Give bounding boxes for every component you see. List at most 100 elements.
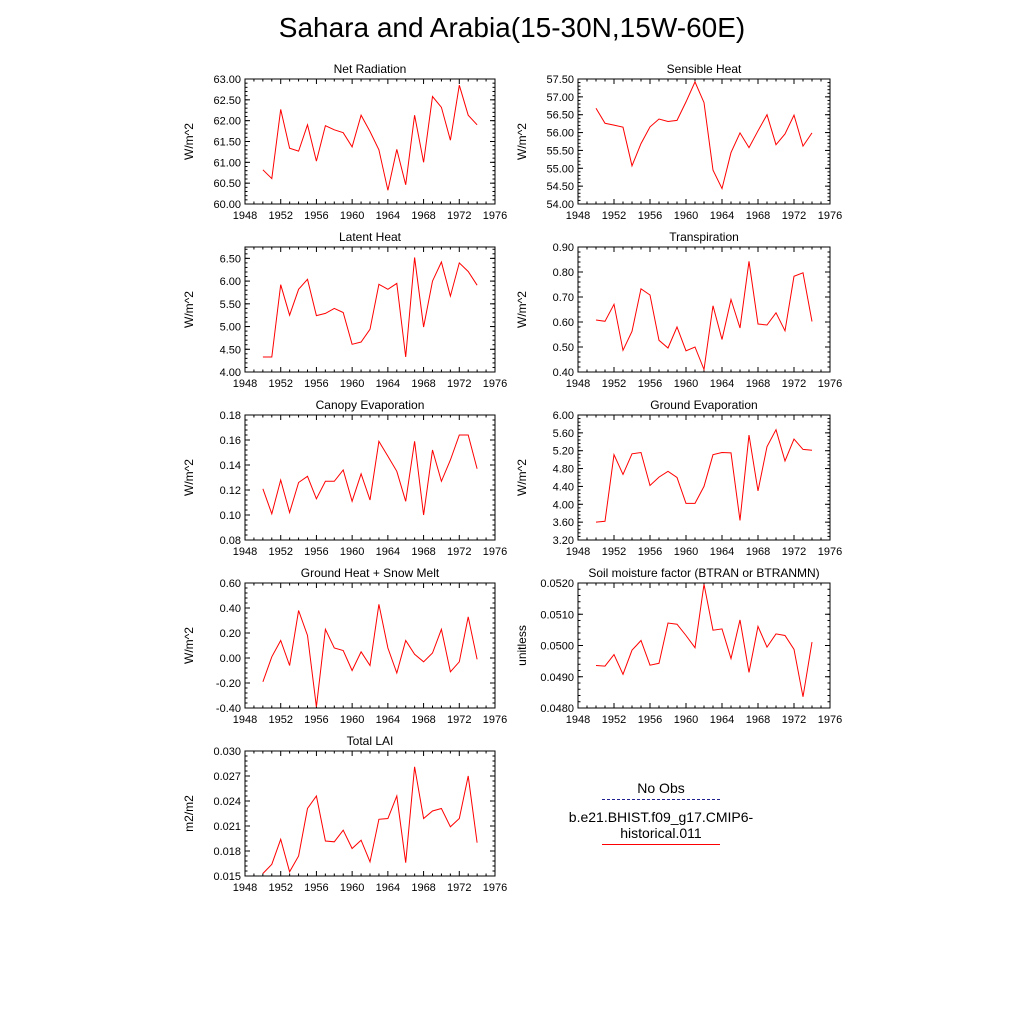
x-tick-label: 1976	[818, 210, 842, 222]
x-tick-label: 1972	[447, 210, 471, 222]
y-tick-label: 0.030	[213, 746, 241, 758]
y-tick-label: 56.50	[546, 110, 574, 122]
y-axis-label: W/m^2	[182, 627, 196, 664]
y-tick-label: 0.024	[213, 796, 241, 808]
x-tick-label: 1960	[340, 714, 364, 726]
chart-title: Sensible Heat	[667, 62, 742, 76]
y-tick-label: 4.00	[220, 367, 241, 379]
y-tick-label: 0.20	[220, 628, 241, 640]
y-tick-label: 57.50	[546, 74, 574, 86]
x-tick-label: 1956	[638, 714, 662, 726]
chart-panel: Transpiration W/m^2 1948 1952 1956 1960 1964 19…	[515, 230, 842, 390]
plot-frame	[244, 414, 496, 541]
chart-title: Soil moisture factor (BTRAN or BTRANMN)	[588, 566, 819, 580]
y-tick-label: 0.021	[213, 821, 241, 833]
chart-panel: Soil moisture factor (BTRAN or BTRANMN) u…	[515, 566, 842, 726]
x-tick-label: 1964	[376, 882, 400, 894]
chart-panel: Total LAI m2/m2 1948 1952 1956 1960 1964 1968 19…	[182, 734, 507, 894]
x-tick-label: 1960	[674, 546, 698, 558]
y-tick-label: 0.015	[213, 871, 241, 883]
plot-frame	[244, 750, 496, 877]
x-tick-label: 1976	[483, 882, 507, 894]
chart-panel: Canopy Evaporation W/m^2 1948 1952 1956 1960 1…	[182, 398, 507, 558]
x-tick-label: 1952	[268, 378, 292, 390]
y-tick-label: 0.14	[220, 460, 241, 472]
plot-frame	[577, 246, 831, 373]
y-tick-label: 0.0520	[540, 578, 574, 590]
y-tick-label: 55.50	[546, 145, 574, 157]
y-tick-label: 0.08	[220, 535, 241, 547]
y-axis-label: W/m^2	[182, 291, 196, 328]
x-tick-label: 1972	[447, 714, 471, 726]
chart-title: Canopy Evaporation	[316, 398, 425, 412]
x-tick-label: 1952	[268, 210, 292, 222]
y-tick-label: 61.00	[213, 157, 241, 169]
y-tick-label: 0.60	[220, 578, 241, 590]
x-tick-label: 1964	[376, 546, 400, 558]
x-tick-label: 1948	[233, 546, 257, 558]
x-tick-label: 1952	[268, 882, 292, 894]
y-tick-label: 0.50	[553, 342, 574, 354]
series-line	[595, 80, 813, 191]
x-tick-label: 1976	[483, 210, 507, 222]
x-tick-label: 1960	[340, 210, 364, 222]
chart-panel: Net Radiation W/m^2 1948 1952 1956 1960 1964 19…	[182, 62, 507, 222]
legend-obs-label: No Obs	[637, 780, 685, 796]
y-axis-label: W/m^2	[182, 459, 196, 496]
x-tick-label: 1960	[340, 546, 364, 558]
y-axis-label: m2/m2	[182, 795, 196, 832]
x-tick-label: 1960	[340, 378, 364, 390]
x-tick-label: 1964	[376, 714, 400, 726]
series-line	[262, 257, 478, 358]
y-tick-label: 54.00	[546, 199, 574, 211]
chart-title: Ground Evaporation	[650, 398, 757, 412]
x-tick-label: 1968	[746, 378, 770, 390]
x-tick-label: 1964	[710, 546, 734, 558]
x-tick-label: 1952	[602, 714, 626, 726]
y-tick-label: 6.00	[553, 410, 574, 422]
y-tick-label: 0.70	[553, 292, 574, 304]
plot-frame	[577, 78, 831, 205]
x-tick-label: 1972	[782, 378, 806, 390]
x-tick-label: 1948	[233, 210, 257, 222]
x-tick-label: 1952	[268, 546, 292, 558]
y-tick-label: 0.40	[220, 603, 241, 615]
x-tick-label: 1948	[233, 378, 257, 390]
page-title: Sahara and Arabia(15-30N,15W-60E)	[278, 12, 746, 43]
y-tick-label: 54.50	[546, 181, 574, 193]
x-tick-label: 1972	[782, 210, 806, 222]
x-tick-label: 1968	[746, 210, 770, 222]
y-tick-label: 5.50	[220, 299, 241, 311]
chart-panel: Latent Heat W/m^2 1948 1952 1956 1960 1964 1968…	[182, 230, 507, 390]
x-tick-label: 1968	[411, 210, 435, 222]
y-tick-label: -0.40	[216, 703, 241, 715]
x-tick-label: 1960	[674, 210, 698, 222]
y-tick-label: 56.00	[546, 128, 574, 140]
y-tick-label: 63.00	[213, 74, 241, 86]
y-tick-label: 6.00	[220, 276, 241, 288]
y-tick-label: 62.50	[213, 95, 241, 107]
x-tick-label: 1964	[376, 210, 400, 222]
y-tick-label: 60.00	[213, 199, 241, 211]
x-tick-label: 1968	[746, 714, 770, 726]
x-tick-label: 1956	[304, 714, 328, 726]
y-axis-label: unitless	[515, 625, 529, 666]
x-tick-label: 1964	[710, 378, 734, 390]
x-tick-label: 1960	[674, 714, 698, 726]
plot-frame	[244, 246, 496, 373]
x-tick-label: 1964	[376, 378, 400, 390]
y-tick-label: 0.018	[213, 846, 241, 858]
x-tick-label: 1968	[411, 378, 435, 390]
y-axis-label: W/m^2	[515, 291, 529, 328]
y-tick-label: 0.0480	[540, 703, 574, 715]
x-tick-label: 1956	[304, 546, 328, 558]
chart-panel: Ground Heat + Snow Melt W/m^2 1948 1952 1956…	[182, 566, 507, 726]
x-tick-label: 1948	[566, 378, 590, 390]
x-tick-label: 1976	[483, 714, 507, 726]
y-tick-label: 0.40	[553, 367, 574, 379]
x-tick-label: 1972	[447, 378, 471, 390]
y-tick-label: 5.60	[553, 428, 574, 440]
legend-model-label: b.e21.BHIST.f09_g17.CMIP6-historical.011	[568, 809, 754, 841]
x-tick-label: 1976	[818, 546, 842, 558]
series-line	[595, 428, 813, 523]
